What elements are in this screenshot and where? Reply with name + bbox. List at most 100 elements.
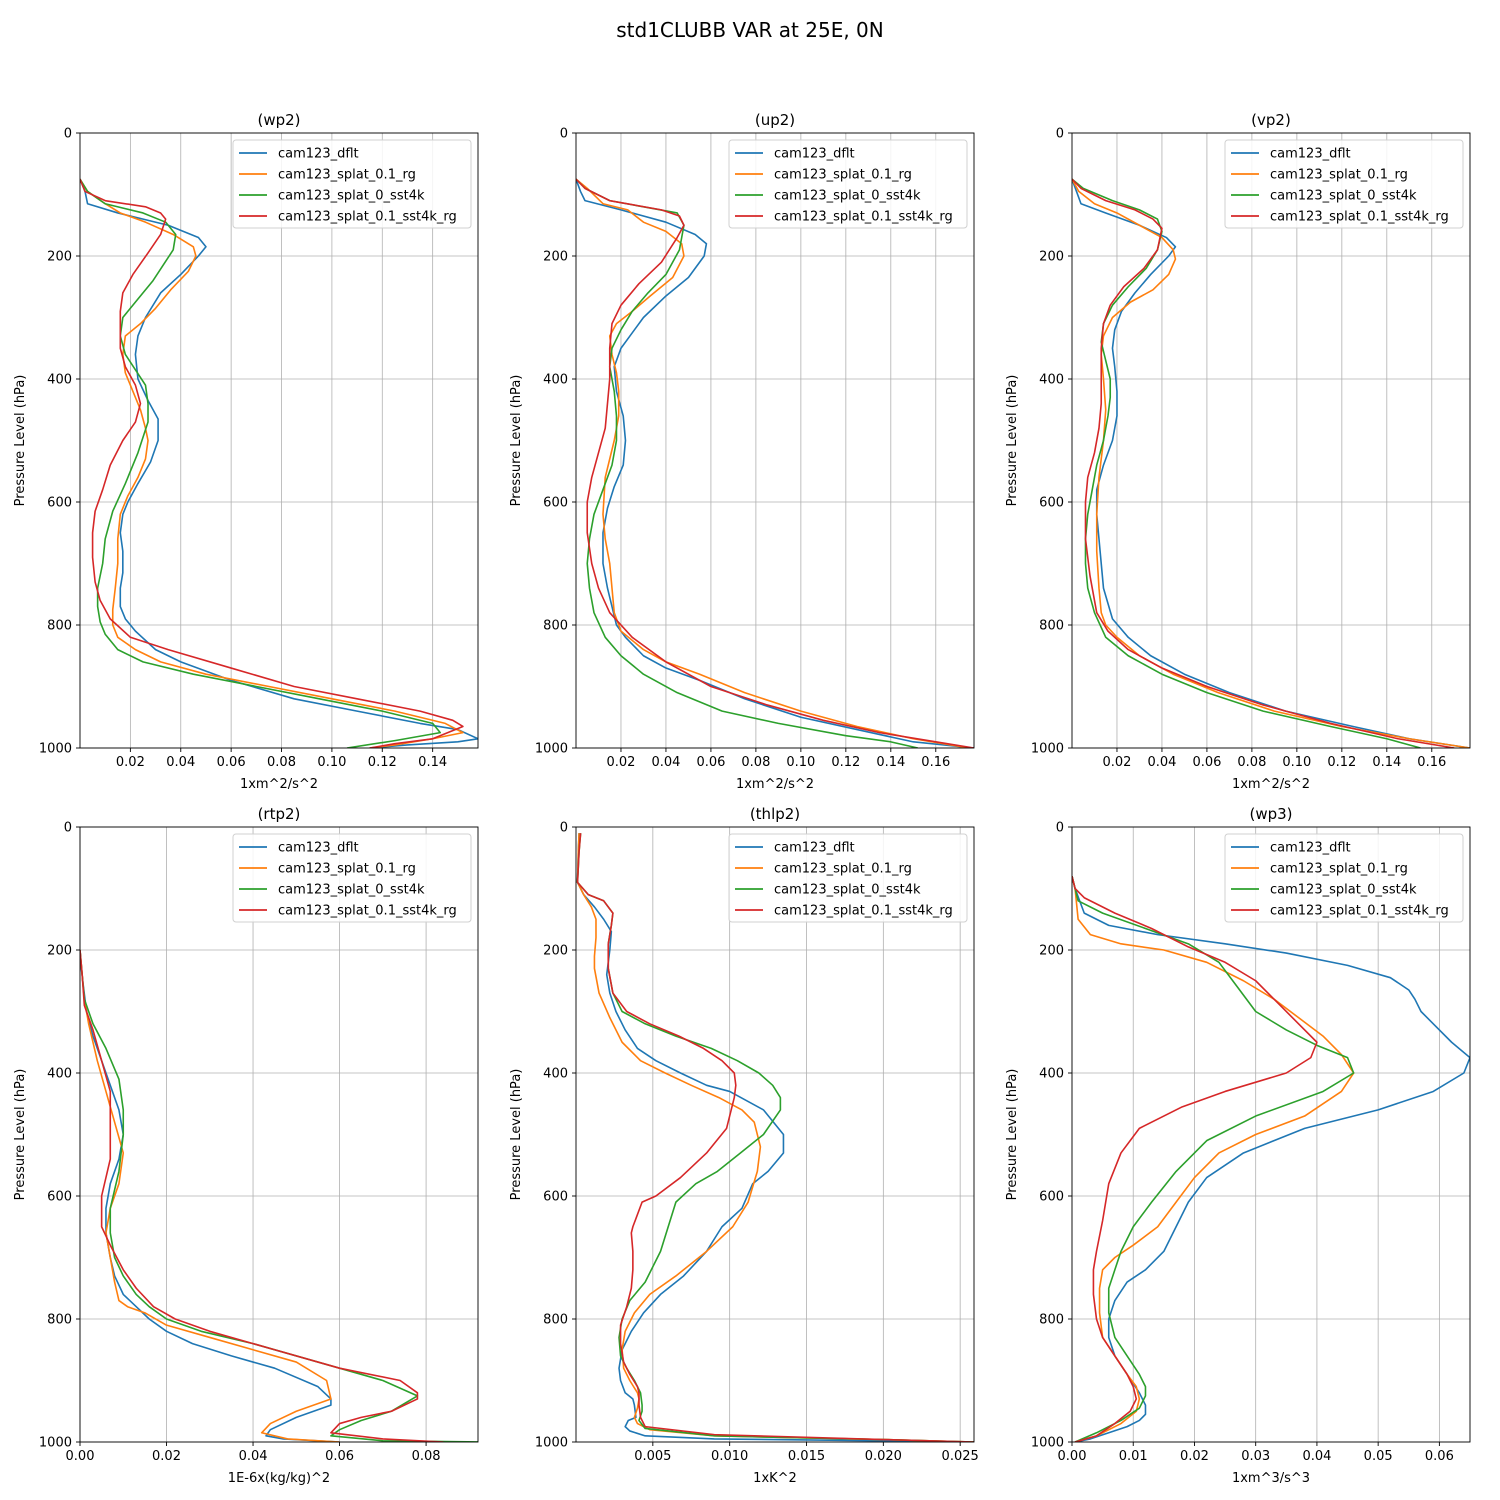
legend-box xyxy=(728,139,968,229)
series-line-cam123_splat_0.1_sst4k_rg xyxy=(1072,876,1318,1442)
legend-label: cam123_splat_0_sst4k xyxy=(774,189,921,204)
panel-rtp2: 0.00 0.02 0.04 0.06 0.08 0 200 400 600 800 1000 (rt… xyxy=(13,805,479,1486)
y-axis-label: Pressure Level (hPa) xyxy=(509,375,524,507)
series-line-cam123_dflt xyxy=(80,178,478,748)
y-tick-label: 1000 xyxy=(535,1436,568,1451)
axes-frame xyxy=(575,132,975,749)
series-line-cam123_splat_0.1_rg xyxy=(80,178,464,748)
y-tick-label: 400 xyxy=(47,373,72,388)
legend: cam123_dflt cam123_splat_0.1_rg cam123_spl… xyxy=(232,833,472,923)
y-tick-label: 600 xyxy=(1039,496,1064,511)
y-axis-label: Pressure Level (hPa) xyxy=(13,1069,28,1201)
series-line-cam123_splat_0.1_sst4k_rg xyxy=(576,178,974,748)
y-tick-label: 400 xyxy=(1039,373,1064,388)
y-axis-label: Pressure Level (hPa) xyxy=(13,375,28,507)
x-tick-label: 0.08 xyxy=(267,755,296,770)
legend-label: cam123_splat_0.1_rg xyxy=(1270,168,1408,183)
y-tick-label: 1000 xyxy=(535,742,568,757)
panel-title: (rtp2) xyxy=(258,805,301,823)
y-tick-label: 600 xyxy=(47,496,72,511)
series-line-cam123_splat_0.1_rg xyxy=(576,833,974,1442)
x-tick-label: 0.08 xyxy=(1237,755,1266,770)
series-line-cam123_splat_0_sst4k xyxy=(576,178,918,748)
y-tick-label: 600 xyxy=(47,1190,72,1205)
x-tick-label: 0.12 xyxy=(368,755,397,770)
x-tick-label: 0.14 xyxy=(1372,755,1401,770)
x-tick-label: 0.015 xyxy=(788,1449,825,1464)
y-tick-label: 200 xyxy=(1039,944,1064,959)
legend-label: cam123_dflt xyxy=(774,147,855,162)
x-axis-label: 1E-6x(kg/kg)^2 xyxy=(228,1471,330,1486)
panel-vp2: 0.02 0.04 0.06 0.08 0.10 0.12 0.14 0.16 0 200 400 6… xyxy=(1005,111,1471,792)
legend-label: cam123_splat_0.1_sst4k_rg xyxy=(278,904,457,919)
x-tick-label: 0.04 xyxy=(239,1449,268,1464)
y-tick-label: 800 xyxy=(543,619,568,634)
legend: cam123_dflt cam123_splat_0.1_rg cam123_spl… xyxy=(1224,139,1464,229)
panel-title: (wp3) xyxy=(1249,805,1292,823)
series-line-cam123_dflt xyxy=(576,178,974,748)
x-tick-label: 0.010 xyxy=(711,1449,748,1464)
panel-title: (up2) xyxy=(755,111,795,129)
x-tick-label: 0.14 xyxy=(876,755,905,770)
y-tick-label: 0 xyxy=(560,821,568,836)
y-tick-label: 400 xyxy=(1039,1067,1064,1082)
x-tick-label: 0.06 xyxy=(1192,755,1221,770)
y-axis-label: Pressure Level (hPa) xyxy=(509,1069,524,1201)
legend-box xyxy=(232,833,472,923)
legend-label: cam123_dflt xyxy=(278,147,359,162)
legend-label: cam123_splat_0.1_rg xyxy=(1270,862,1408,877)
legend: cam123_dflt cam123_splat_0.1_rg cam123_spl… xyxy=(1224,833,1464,923)
legend-label: cam123_splat_0.1_rg xyxy=(774,862,912,877)
panel-up2: 0.02 0.04 0.06 0.08 0.10 0.12 0.14 0.16 0 200 400 6… xyxy=(509,111,975,792)
series-line-cam123_splat_0_sst4k xyxy=(80,949,478,1442)
legend-label: cam123_dflt xyxy=(1270,147,1351,162)
y-tick-label: 1000 xyxy=(1031,742,1064,757)
y-tick-label: 200 xyxy=(47,944,72,959)
x-axis-label: 1xm^2/s^2 xyxy=(240,777,318,792)
legend-label: cam123_splat_0.1_sst4k_rg xyxy=(774,904,953,919)
y-tick-label: 1000 xyxy=(1031,1436,1064,1451)
x-axis-label: 1xm^2/s^2 xyxy=(736,777,814,792)
y-tick-label: 800 xyxy=(1039,619,1064,634)
series-line-cam123_splat_0.1_sst4k_rg xyxy=(80,949,444,1442)
y-axis-label: Pressure Level (hPa) xyxy=(1005,375,1020,507)
legend-label: cam123_splat_0.1_sst4k_rg xyxy=(1270,210,1449,225)
y-tick-label: 600 xyxy=(543,1190,568,1205)
panel-title: (thlp2) xyxy=(750,805,800,823)
x-tick-label: 0.02 xyxy=(116,755,145,770)
y-tick-label: 0 xyxy=(64,127,72,142)
legend: cam123_dflt cam123_splat_0.1_rg cam123_spl… xyxy=(728,833,968,923)
x-tick-label: 0.00 xyxy=(1058,1449,1087,1464)
series-line-cam123_splat_0.1_sst4k_rg xyxy=(80,178,464,748)
legend-label: cam123_splat_0_sst4k xyxy=(278,189,425,204)
y-tick-label: 1000 xyxy=(39,742,72,757)
x-tick-label: 0.03 xyxy=(1241,1449,1270,1464)
series-line-cam123_splat_0.1_rg xyxy=(1072,178,1470,748)
y-tick-label: 200 xyxy=(543,944,568,959)
legend-label: cam123_splat_0.1_rg xyxy=(278,168,416,183)
x-tick-label: 0.02 xyxy=(1180,1449,1209,1464)
axes-frame xyxy=(1071,132,1471,749)
y-tick-label: 800 xyxy=(47,1313,72,1328)
x-tick-label: 0.04 xyxy=(651,755,680,770)
x-tick-label: 0.12 xyxy=(1327,755,1356,770)
y-tick-label: 400 xyxy=(543,373,568,388)
x-tick-label: 0.04 xyxy=(1147,755,1176,770)
y-tick-label: 200 xyxy=(543,250,568,265)
axes-frame xyxy=(79,826,479,1443)
x-tick-label: 0.06 xyxy=(1425,1449,1454,1464)
x-tick-label: 0.04 xyxy=(166,755,195,770)
y-tick-label: 400 xyxy=(47,1067,72,1082)
legend-box xyxy=(232,139,472,229)
x-tick-label: 0.12 xyxy=(831,755,860,770)
series-line-cam123_splat_0_sst4k xyxy=(1072,876,1355,1442)
legend-box xyxy=(728,833,968,923)
x-axis-label: 1xm^2/s^2 xyxy=(1232,777,1310,792)
y-tick-label: 0 xyxy=(560,127,568,142)
x-tick-label: 0.10 xyxy=(1282,755,1311,770)
legend-label: cam123_splat_0.1_sst4k_rg xyxy=(278,210,457,225)
series-line-cam123_splat_0_sst4k xyxy=(80,178,442,748)
series-line-cam123_dflt xyxy=(1072,178,1470,748)
x-tick-label: 0.005 xyxy=(634,1449,671,1464)
series-line-cam123_splat_0.1_rg xyxy=(576,178,970,748)
